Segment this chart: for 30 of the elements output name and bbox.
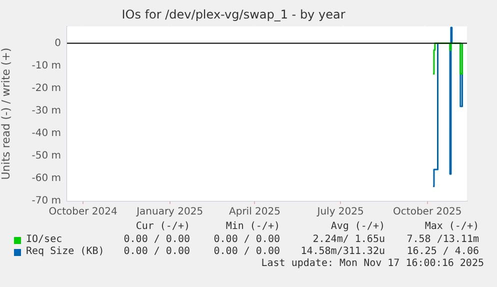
legend-label: IO/sec (26, 234, 62, 246)
y-tick-label: -10 m (32, 60, 61, 72)
chart-title: IOs for /dev/plex-vg/swap_1 - by year (122, 7, 346, 22)
text: 2.24m/ 1.65u (312, 234, 385, 246)
text: Avg (-/+) (330, 221, 385, 234)
text: 14.58m/311.32u (300, 246, 385, 258)
y-tick-label: 0 (54, 38, 61, 49)
text: 0.00 / 0.00 (122, 234, 190, 246)
y-tick-label: -50 m (32, 150, 61, 162)
x-tick-label: October 2024 (48, 206, 118, 218)
text: 0.00 / 0.00 (212, 234, 280, 246)
x-tick-label: July 2025 (316, 206, 364, 218)
text: 7.58 /13.11m (406, 234, 479, 246)
text: 0.00 / 0.00 (124, 246, 190, 257)
text: Max (-/+) (424, 221, 479, 234)
x-tick-label: January 2025 (136, 206, 204, 218)
text: Cur (-/+) (134, 221, 190, 234)
x-tick-label: April 2025 (228, 206, 280, 218)
y-tick-label: -30 m (32, 105, 61, 116)
legend-label: Req Size (KB) (26, 246, 104, 259)
x-tick-label: October 2025 (393, 206, 462, 218)
y-tick-label: -40 m (32, 128, 61, 140)
text: 0.00 / 0.00 (212, 246, 280, 258)
y-tick-label: -20 m (32, 82, 61, 94)
text: Last update: Mon Nov 17 16:00:16 2025 (261, 258, 484, 271)
y-tick-label: -60 m (32, 173, 61, 184)
y-tick-label: -70 m (32, 196, 61, 207)
text: Min (-/+) (224, 221, 280, 234)
text: 16.25 / 4.06 (406, 246, 479, 258)
y-axis-title: Units read (-) / write (+) (0, 48, 12, 180)
